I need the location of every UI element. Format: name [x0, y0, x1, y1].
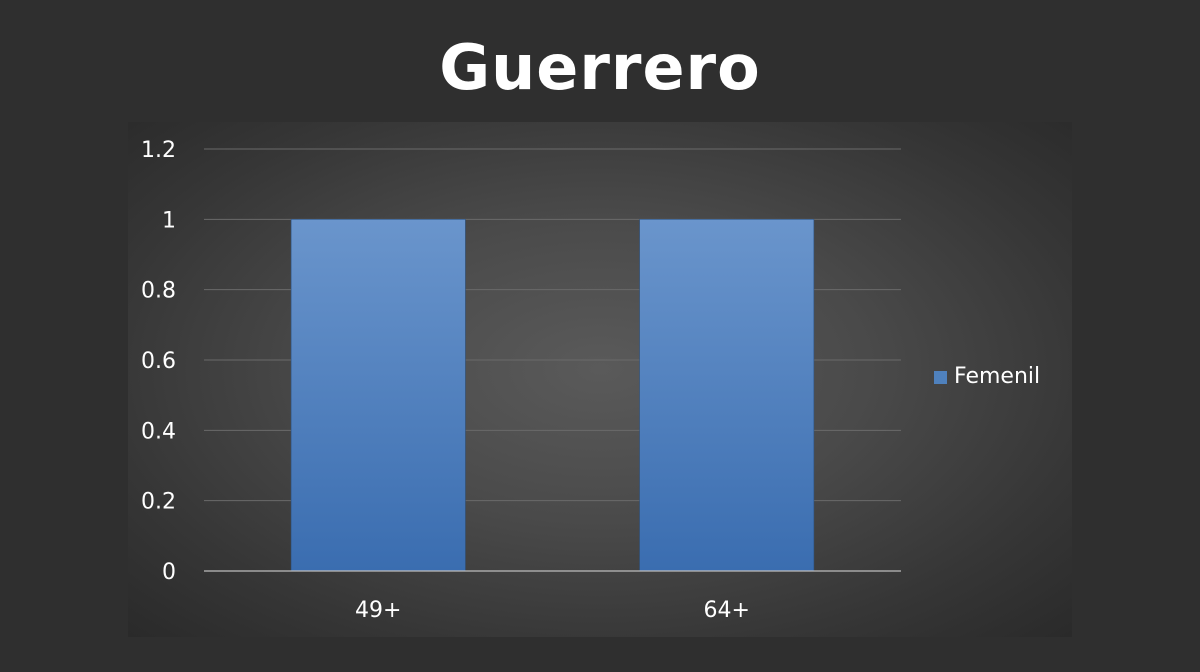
y-tick-label: 0 — [162, 560, 176, 585]
bar — [639, 219, 815, 572]
y-tick-label: 0.8 — [141, 279, 176, 304]
x-axis-ticks: 49+ 64+ — [355, 598, 750, 623]
bar — [290, 219, 466, 572]
bar-chart: 0 0.2 0.4 0.6 0.8 1 1.2 49+ 64+ Femenil — [141, 138, 1040, 623]
chart-area: 0 0.2 0.4 0.6 0.8 1 1.2 49+ 64+ Femenil — [128, 122, 1072, 637]
y-tick-label: 0.2 — [141, 490, 176, 515]
legend-swatch — [934, 371, 947, 384]
chart-title: Guerrero — [439, 31, 761, 104]
bars — [290, 219, 815, 572]
x-tick-label: 64+ — [704, 598, 750, 623]
y-tick-label: 0.6 — [141, 349, 176, 374]
y-tick-label: 1.2 — [141, 138, 176, 163]
y-axis-ticks: 0 0.2 0.4 0.6 0.8 1 1.2 — [141, 138, 176, 585]
legend: Femenil — [934, 364, 1040, 389]
y-tick-label: 0.4 — [141, 419, 176, 444]
x-tick-label: 49+ — [355, 598, 401, 623]
y-tick-label: 1 — [162, 208, 176, 233]
legend-label: Femenil — [954, 364, 1040, 389]
